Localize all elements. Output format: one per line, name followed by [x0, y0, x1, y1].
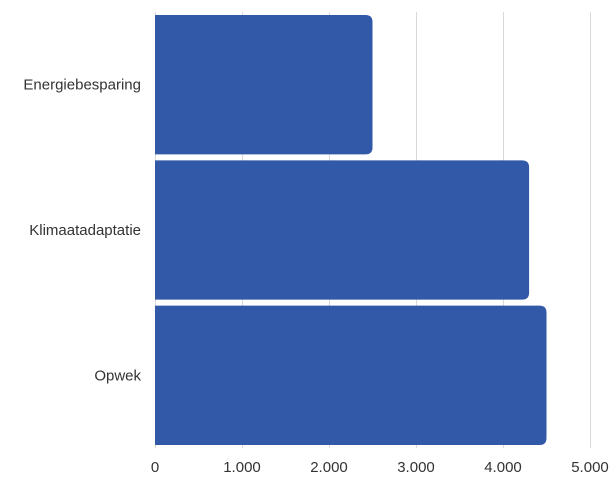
category-label: Opwek: [94, 367, 141, 384]
x-tick-labels: 0 1.000 2.000 3.000 4.000 5.000: [151, 459, 609, 476]
x-tick-label: 0: [151, 459, 159, 476]
x-tick-label: 5.000: [571, 459, 609, 476]
bar-layer: [155, 15, 547, 445]
category-label: Klimaatadaptatie: [29, 222, 141, 239]
x-tick-label: 1.000: [223, 459, 261, 476]
bar-klimaatadaptatie: [155, 160, 530, 300]
category-labels: Energiebesparing Klimaatadaptatie Opwek: [23, 77, 141, 385]
x-tick-label: 2.000: [310, 459, 348, 476]
category-label: Energiebesparing: [23, 77, 141, 94]
x-tick-label: 3.000: [397, 459, 435, 476]
bar-opwek: [155, 305, 547, 445]
x-tick-label: 4.000: [484, 459, 522, 476]
bar-energiebesparing: [155, 15, 373, 155]
